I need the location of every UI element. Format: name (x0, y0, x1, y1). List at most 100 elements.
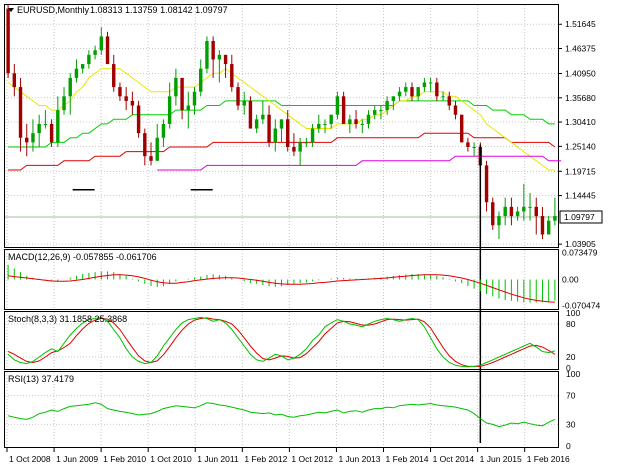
time-label: 1 Feb 2016 (527, 454, 570, 464)
candle-body (56, 110, 60, 143)
candle-body (223, 54, 228, 65)
macd-axis-label: 0.00 (562, 275, 579, 285)
price-label: 1.35680 (565, 93, 596, 103)
candle-body (472, 146, 476, 148)
ohlc-label: 1.08313 1.13759 1.08142 1.09797 (90, 5, 228, 15)
candle-body (230, 64, 234, 88)
candle-body (74, 68, 79, 78)
candle-body (37, 123, 41, 134)
rsi-axis-label: 0 (566, 441, 571, 451)
candle-body (528, 206, 532, 208)
candle-body (62, 96, 66, 111)
candle-body (503, 206, 507, 217)
annotations (72, 144, 482, 443)
candle-body (87, 54, 91, 65)
current-price-box (559, 210, 603, 224)
ma-mid-line (8, 100, 555, 148)
price-panel (4, 4, 559, 248)
axes-labels: 1 Oct 2008 1 Jun 2009 1 Feb 2010 1 Oct 2010… (6, 19, 603, 464)
candle-body (391, 96, 396, 101)
time-label: 1 Oct 2014 (433, 454, 475, 464)
rsi-label: RSI(13) 37.4179 (8, 374, 74, 384)
time-label: 1 Jun 2015 (480, 454, 522, 464)
rsi-panel (4, 371, 559, 448)
candle-body (136, 105, 141, 134)
candle-body (180, 77, 184, 111)
candle-body (25, 137, 29, 143)
current-price-label: 1.09797 (564, 212, 595, 222)
macd-plot (7, 264, 556, 303)
candle-body (18, 87, 23, 138)
candle-body (186, 105, 191, 111)
price-label: 1.40950 (565, 69, 596, 79)
candle-body (546, 220, 551, 235)
price-label: 1.19715 (565, 166, 596, 176)
candle-body (155, 137, 159, 161)
candle-body (441, 96, 445, 98)
rsi-axis-label: 30 (566, 419, 576, 429)
candle-body (68, 77, 72, 97)
time-label: 1 Jun 2009 (56, 454, 98, 464)
candle-body (522, 206, 526, 212)
candle-body (254, 119, 259, 129)
stoch-d-line (7, 317, 556, 367)
candle-body (329, 114, 333, 124)
candle-body (540, 216, 545, 235)
macd-label: MACD(12,26,9) -0.057855 -0.061706 (8, 252, 157, 262)
candle-body (484, 165, 489, 203)
candle-body (404, 87, 408, 92)
ma-fast-line (7, 68, 555, 171)
candle-body (298, 142, 302, 152)
candle-body (447, 96, 451, 106)
stoch-axis-label: 80 (566, 319, 576, 329)
price-label: 1.25140 (565, 141, 596, 151)
price-label: 1.51645 (565, 19, 596, 29)
candle-body (509, 206, 514, 217)
candlesticks (6, 4, 557, 240)
candle-body (167, 96, 172, 124)
candle-body (335, 96, 340, 115)
candle-body (99, 36, 104, 51)
candle-body (360, 123, 364, 125)
grid-lines (5, 5, 558, 447)
candle-body (205, 41, 209, 69)
candle-body (49, 123, 54, 143)
candle-body (354, 119, 358, 124)
candle-body (497, 216, 501, 226)
stoch-label: Stoch(8,3,3) 31.1858 25.3868 (8, 314, 127, 324)
macd-axis-label: -0.070474 (562, 300, 601, 310)
candle-body (43, 123, 48, 125)
candle-body (286, 119, 290, 147)
time-label: 1 Oct 2012 (291, 454, 333, 464)
price-label: 1.14445 (565, 191, 596, 201)
candle-body (174, 77, 178, 97)
candle-body (366, 114, 371, 124)
candle-body (466, 142, 470, 147)
candle-body (553, 216, 557, 221)
time-label: 1 Oct 2010 (150, 454, 192, 464)
candle-body (279, 119, 284, 129)
moving-averages (7, 68, 562, 171)
stoch-k-line (7, 316, 556, 368)
candle-body (385, 100, 389, 111)
candle-body (31, 133, 35, 143)
candle-body (435, 82, 439, 97)
candle-body (130, 100, 135, 106)
candle-body (118, 87, 122, 97)
candle-body (93, 50, 97, 55)
time-label: 1 Oct 2008 (9, 454, 51, 464)
candle-body (261, 114, 265, 120)
macd-axis-label: 0.073479 (562, 248, 598, 258)
candle-body (199, 68, 203, 92)
rsi-axis-label: 100 (566, 369, 580, 379)
candle-body (341, 96, 346, 124)
time-label: 1 Jun 2013 (338, 454, 380, 464)
candle-body (236, 87, 240, 106)
candle-body (149, 156, 153, 161)
dropdown-triangle-icon[interactable] (8, 8, 14, 12)
candle-body (428, 82, 433, 84)
candle-body (80, 64, 85, 69)
candle-body (534, 206, 538, 217)
candle-body (323, 123, 327, 125)
